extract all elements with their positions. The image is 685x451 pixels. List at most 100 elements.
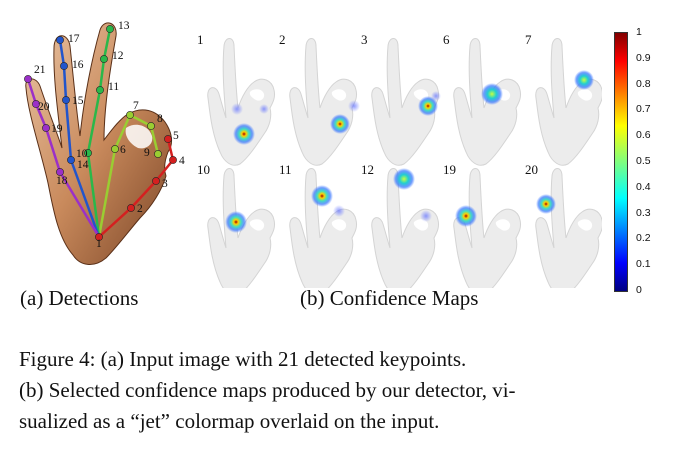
heat-blob [393, 168, 415, 190]
keypoint-label: 10 [76, 148, 88, 160]
keypoint-label: 7 [133, 100, 139, 112]
keypoint-label: 14 [77, 159, 89, 171]
keypoint-label: 8 [157, 113, 163, 125]
middle-bone [102, 28, 112, 60]
ghost-hand-image [453, 168, 522, 288]
confidence-map [535, 168, 602, 288]
confidence-map-label: 20 [525, 162, 538, 177]
colorbar-tick-label: 0.7 [636, 103, 651, 116]
ring-bone [62, 65, 68, 101]
confidence-map [207, 168, 276, 288]
colorbar-tick-label: 0.6 [636, 129, 651, 142]
confidence-map [535, 38, 602, 166]
keypoint-marker [127, 204, 135, 212]
colorbar-tick-label: 0.2 [636, 232, 651, 245]
keypoint-label: 13 [118, 20, 130, 32]
index-bone [129, 113, 152, 128]
heat-blob [311, 185, 333, 207]
keypoint-label: 17 [68, 33, 80, 45]
colorbar-tick-label: 0.1 [636, 258, 651, 271]
ring-bone [69, 159, 101, 238]
keypoint-marker [154, 150, 162, 158]
heat-blob [481, 83, 503, 105]
keypoint-label: 15 [72, 95, 84, 107]
figure-caption: Figure 4: (a) Input image with 21 detect… [19, 344, 655, 437]
confidence-map-label: 6 [443, 32, 450, 47]
figure-caption-line: (b) Selected confidence maps produced by… [19, 378, 516, 402]
keypoint-label: 2 [137, 203, 143, 215]
keypoint-marker [42, 124, 50, 132]
keypoint-marker [164, 135, 172, 143]
confidence-map-label: 7 [525, 32, 532, 47]
keypoint-marker [56, 168, 64, 176]
keypoint-marker [84, 149, 92, 157]
confidence-maps-grid [207, 38, 602, 288]
keypoint-label: 16 [72, 59, 84, 71]
keypoint-label: 12 [112, 50, 124, 62]
keypoint-marker [147, 122, 155, 130]
confidence-map-label: 12 [361, 162, 374, 177]
index-bone [149, 125, 160, 155]
keypoint-marker [67, 156, 75, 164]
middle-bone [86, 89, 102, 154]
colorbar [614, 32, 628, 292]
confidence-map-label: 11 [279, 162, 292, 177]
confidence-map [453, 38, 522, 166]
heat-blob [431, 91, 441, 101]
thumb-bone [130, 180, 157, 209]
confidence-map [453, 168, 522, 288]
keypoint-marker [152, 177, 160, 185]
heat-blob [536, 194, 556, 214]
middle-bone [86, 152, 101, 238]
heat-blob [333, 205, 345, 217]
pinky-bone [34, 103, 48, 129]
keypoint-marker [96, 86, 104, 94]
thumb-bone [98, 207, 132, 238]
keypoint-label: 20 [38, 101, 50, 113]
thumb-bone [155, 159, 174, 182]
colorbar-tick-label: 0.3 [636, 206, 651, 219]
index-bone [97, 148, 117, 238]
keypoint-label: 19 [51, 123, 63, 135]
heat-blob [233, 123, 255, 145]
heat-blob [574, 70, 594, 90]
keypoint-marker [126, 111, 134, 119]
confidence-map [371, 38, 441, 166]
keypoint-label: 21 [34, 64, 46, 76]
heat-blob [225, 211, 247, 233]
ring-bone [58, 39, 66, 67]
keypoint-label: 11 [108, 81, 119, 93]
ghost-hand-image [207, 38, 276, 166]
ghost-hand-image [289, 38, 358, 166]
middle-bone [98, 58, 106, 91]
colorbar-tick-label: 0.4 [636, 180, 651, 193]
confidence-map-label: 2 [279, 32, 286, 47]
heat-blob [259, 104, 269, 114]
colorbar-tick-label: 0.8 [636, 77, 651, 90]
keypoint-marker [24, 75, 32, 83]
figure-caption-line: Figure 4: (a) Input image with 21 detect… [19, 347, 467, 371]
keypoint-marker [95, 233, 103, 241]
confidence-map-label: 19 [443, 162, 456, 177]
keypoint-label: 9 [144, 147, 150, 159]
keypoint-marker [56, 36, 64, 44]
figure-caption-line: sualized as a “jet” colormap overlaid on… [19, 409, 440, 433]
confidence-maps-caption: (b) Confidence Maps [300, 286, 479, 310]
detections-caption: (a) Detections [20, 286, 139, 310]
colorbar-tick-label: 1 [636, 26, 642, 38]
keypoint-marker [32, 100, 40, 108]
heat-blob [330, 114, 350, 134]
confidence-map-label: 3 [361, 32, 368, 47]
heat-blob [348, 100, 360, 112]
keypoint-label: 5 [173, 130, 179, 142]
colorbar-tick-label: 0.9 [636, 51, 651, 64]
ring-bone [64, 99, 73, 161]
ghost-hand-image [535, 38, 602, 166]
confidence-map-label: 10 [197, 162, 210, 177]
heat-blob [418, 96, 438, 116]
confidence-map-label: 1 [197, 32, 204, 47]
confidence-map [289, 168, 358, 288]
keypoint-marker [169, 156, 177, 164]
